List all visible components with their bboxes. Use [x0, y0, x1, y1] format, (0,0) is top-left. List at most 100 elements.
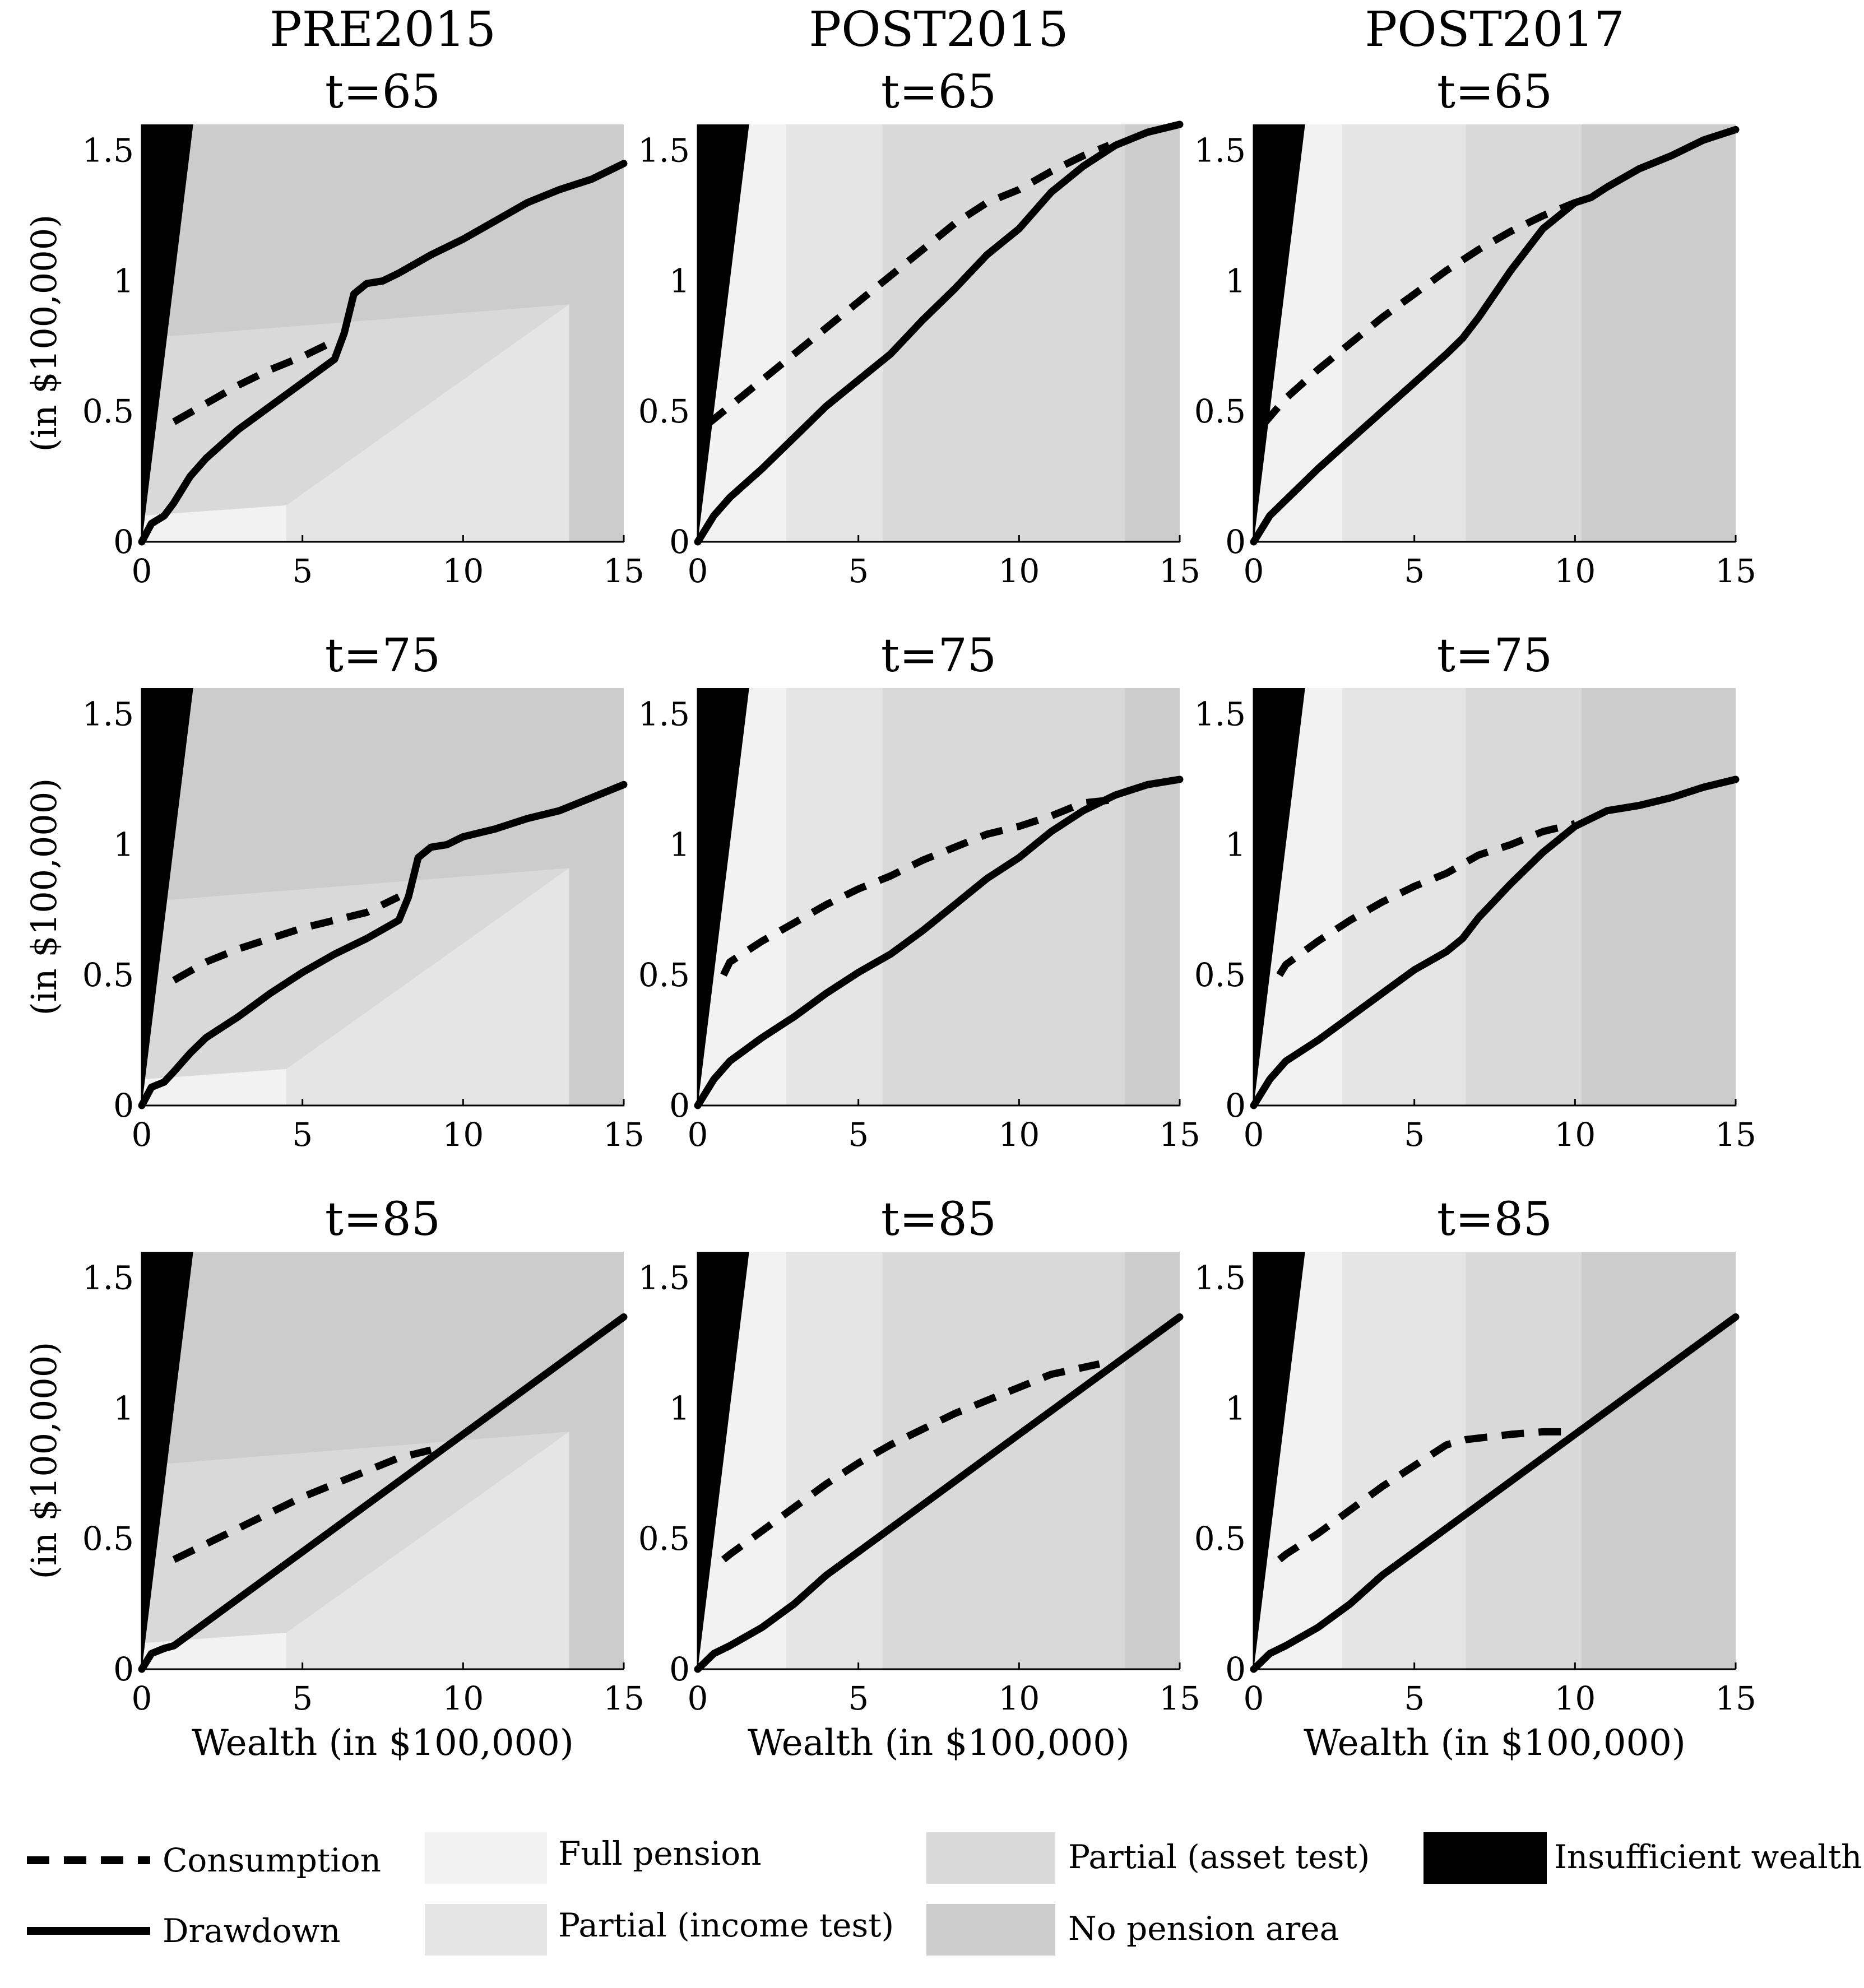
x-tick-label: 5 [848, 1679, 869, 1717]
panel-title: t=75 [1437, 629, 1552, 682]
y-tick-label: 1.5 [82, 695, 134, 733]
y-axis-label: (in $100,000) [24, 1342, 64, 1580]
y-tick-label: 0 [113, 1086, 134, 1125]
x-tick-label: 0 [132, 1679, 152, 1717]
region-band [1466, 1252, 1582, 1669]
drawdown-line [1250, 1313, 1740, 1673]
legend-swatch-asset [926, 1832, 1055, 1884]
legend-label-full: Full pension [558, 1834, 762, 1873]
y-tick-label: 0.5 [82, 1520, 134, 1558]
y-tick-label: 1.5 [82, 1259, 134, 1297]
x-tick-label: 15 [603, 1679, 644, 1717]
legend-swatch-income [425, 1904, 547, 1956]
panel: t=65 0 5 10 15 0 0.5 1 1.5 [638, 66, 1200, 590]
legend: Consumption Drawdown Full pension Partial (… [27, 1832, 1862, 1956]
x-tick-label: 10 [442, 1116, 484, 1154]
drawdown-line [138, 160, 628, 546]
region-insufficient-wealth [698, 1252, 749, 1669]
y-tick-label: 1.5 [638, 132, 690, 170]
drawdown-line [694, 1313, 1184, 1673]
region-insufficient-wealth [142, 1252, 193, 1669]
y-tick-label: 1 [113, 262, 134, 300]
region-band [786, 1252, 883, 1669]
panel: t=75 0 5 10 15 0 0.5 1 1.5 (in $100,000) [24, 629, 644, 1154]
region-band [1466, 124, 1582, 542]
legend-swatch-full [425, 1832, 547, 1884]
consumption-line [720, 796, 1110, 977]
panel-title: t=65 [1437, 66, 1552, 119]
consumption-line [1260, 199, 1576, 427]
x-tick-label: 5 [1404, 552, 1425, 590]
region-band [882, 124, 1125, 542]
region-band [1581, 124, 1736, 542]
drawdown-line [694, 120, 1184, 546]
region-band [786, 124, 883, 542]
x-axis-label: Wealth (in $100,000) [192, 1722, 574, 1764]
x-tick-label: 0 [1244, 1679, 1264, 1717]
column-title: POST2015 [809, 2, 1069, 58]
region-band [1125, 124, 1180, 542]
consumption-line [172, 337, 336, 425]
region-band [1125, 1252, 1180, 1669]
x-tick-label: 0 [688, 1679, 708, 1717]
x-tick-label: 15 [1715, 1679, 1756, 1717]
x-tick-label: 10 [998, 1679, 1040, 1717]
x-tick-label: 0 [688, 1116, 708, 1154]
panel-title: t=75 [325, 629, 441, 682]
region-insufficient-wealth [1254, 124, 1305, 542]
y-tick-label: 1.5 [1194, 132, 1246, 170]
drawdown-line [138, 781, 628, 1109]
x-tick-label: 5 [1404, 1116, 1425, 1154]
region-insufficient-wealth [698, 688, 749, 1106]
x-tick-label: 10 [442, 1679, 484, 1717]
legend-label-nopension: No pension area [1068, 1910, 1339, 1948]
consumption-line [172, 1446, 432, 1563]
y-tick-label: 0.5 [1194, 956, 1246, 994]
x-tick-label: 15 [1159, 1116, 1200, 1154]
x-tick-label: 15 [603, 552, 644, 590]
region-band [1342, 1252, 1466, 1669]
region-band [1466, 688, 1582, 1106]
y-tick-label: 1 [1225, 825, 1246, 863]
y-tick-label: 0 [669, 1650, 690, 1688]
region-partial-income [142, 304, 569, 542]
panel: t=75 0 5 10 15 0 0.5 1 1.5 [638, 629, 1200, 1154]
y-tick-label: 1 [113, 1389, 134, 1427]
column-titles: PRE2015 POST2015 POST2017 [270, 2, 1625, 58]
y-tick-label: 0.5 [1194, 392, 1246, 430]
x-tick-label: 5 [292, 1679, 313, 1717]
drawdown-line [1250, 126, 1740, 546]
y-tick-label: 1 [669, 825, 690, 863]
region-band [882, 1252, 1125, 1669]
x-axis-label: Wealth (in $100,000) [748, 1722, 1130, 1764]
y-tick-label: 0 [113, 1650, 134, 1688]
y-tick-label: 0 [669, 523, 690, 561]
panel: t=85 0 5 10 15 0 0.5 1 1.5 Wealth (in $100,000) [638, 1193, 1200, 1764]
x-tick-label: 0 [688, 552, 708, 590]
x-tick-label: 10 [1554, 552, 1596, 590]
x-tick-label: 5 [848, 1116, 869, 1154]
x-tick-label: 15 [603, 1116, 644, 1154]
consumption-line [705, 142, 1111, 428]
consumption-line [721, 1360, 1101, 1563]
legend-label-income: Partial (income test) [558, 1906, 894, 1944]
panel-title: t=65 [881, 66, 996, 119]
x-tick-label: 15 [1159, 1679, 1200, 1717]
panel: t=65 0 5 10 15 0 0.5 1 1.5 (in $100,000) [24, 66, 644, 590]
region-band [1581, 688, 1736, 1106]
x-tick-label: 0 [1244, 1116, 1264, 1154]
column-title: PRE2015 [270, 2, 496, 58]
region-band [1125, 688, 1180, 1106]
legend-swatch-nopension [926, 1904, 1055, 1956]
legend-label-insufficient: Insufficient wealth [1554, 1838, 1862, 1876]
panel-title: t=85 [1437, 1193, 1552, 1246]
x-tick-label: 5 [292, 1116, 313, 1154]
y-tick-label: 0 [669, 1086, 690, 1125]
x-tick-label: 0 [132, 552, 152, 590]
legend-consumption-label: Consumption [163, 1841, 381, 1879]
panel-title: t=85 [881, 1193, 996, 1246]
consumption-line [172, 893, 401, 984]
region-band [1581, 1252, 1736, 1669]
column-title: POST2017 [1365, 2, 1625, 58]
